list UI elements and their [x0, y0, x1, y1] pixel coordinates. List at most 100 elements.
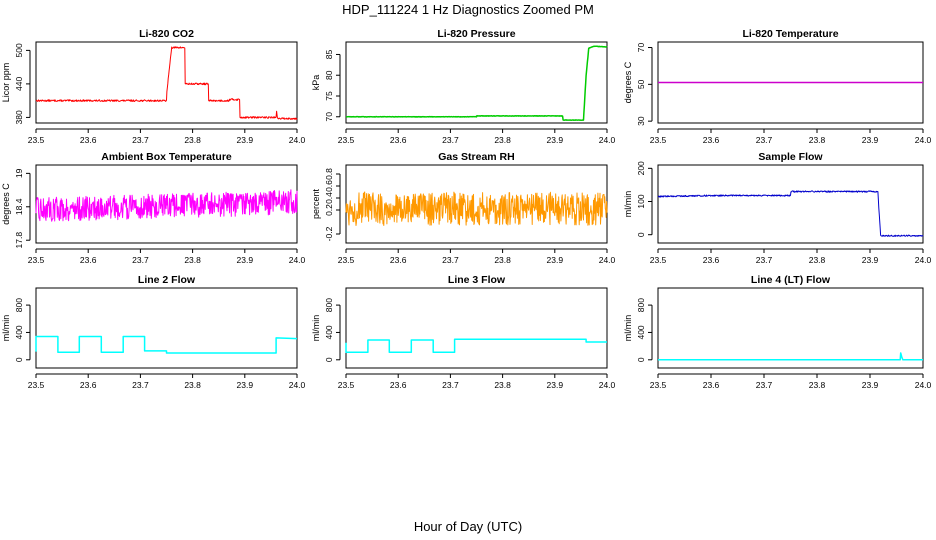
y-tick-label: 0 — [14, 357, 24, 362]
y-axis-label: ml/min — [623, 191, 633, 218]
x-tick-label: 23.9 — [862, 255, 879, 265]
x-tick-label: 24.0 — [599, 255, 616, 265]
panel-line-4-lt-flow: Line 4 (LT) Flow 23.5 23.6 23.7 23.8 23.9 24.0… — [623, 274, 932, 390]
y-tick-label: 0.8 — [324, 168, 334, 180]
x-tick-label: 24.0 — [289, 135, 306, 145]
y-tick-label: 70 — [636, 43, 646, 53]
panel-title: Sample Flow — [758, 151, 823, 163]
y-tick-label: 80 — [324, 70, 334, 80]
panel-title: Li-820 CO2 — [139, 28, 194, 40]
y-tick-label: 400 — [636, 325, 646, 339]
y-axis-label: degrees C — [623, 61, 633, 103]
x-tick-label: 23.9 — [547, 135, 564, 145]
plot-frame — [657, 287, 924, 369]
plot-frame — [35, 41, 298, 124]
y-tick-label: 400 — [324, 325, 334, 339]
x-tick-label: 24.0 — [915, 255, 932, 265]
x-tick-label: 23.9 — [862, 135, 879, 145]
x-tick-label: 23.9 — [237, 380, 254, 390]
panel-sample-flow: Sample Flow 23.5 23.6 23.7 23.8 23.9 24.0 0 100 2… — [623, 151, 932, 265]
y-tick-label: 0 — [636, 357, 646, 362]
x-tick-label: 23.7 — [132, 380, 149, 390]
x-tick-label: 23.5 — [28, 135, 45, 145]
panel-grid: Li-820 CO2 23.5 23.6 23.7 23.8 23.9 24.0 380 440… — [1, 28, 932, 390]
x-tick-label: 23.5 — [338, 380, 355, 390]
y-tick-label: 85 — [324, 49, 334, 59]
series-line — [345, 338, 607, 354]
y-tick-label: 0.2 — [324, 204, 334, 216]
x-tick-label: 23.7 — [132, 255, 149, 265]
x-axis: 23.5 23.6 23.7 23.8 23.9 24.0 — [28, 373, 306, 390]
y-tick-label: 70 — [324, 112, 334, 122]
x-tick-label: 23.9 — [237, 255, 254, 265]
x-tick-label: 23.9 — [547, 380, 564, 390]
x-tick-label: 23.5 — [338, 135, 355, 145]
y-tick-label: 380 — [14, 110, 24, 124]
x-axis: 23.5 23.6 23.7 23.8 23.9 24.0 — [28, 128, 306, 145]
x-tick-label: 23.8 — [809, 380, 826, 390]
x-axis: 23.5 23.6 23.7 23.8 23.9 24.0 — [338, 373, 616, 390]
x-tick-label: 23.9 — [862, 380, 879, 390]
x-tick-label: 23.5 — [28, 255, 45, 265]
y-axis-label: kPa — [311, 75, 321, 91]
series-line — [345, 191, 608, 226]
x-tick-label: 23.6 — [80, 255, 97, 265]
x-tick-label: 23.6 — [80, 135, 97, 145]
x-tick-label: 23.6 — [703, 255, 720, 265]
y-tick-label: 0.6 — [324, 180, 334, 192]
x-tick-label: 23.6 — [390, 135, 407, 145]
panel-title: Li-820 Temperature — [742, 28, 838, 40]
y-tick-label: 50 — [636, 79, 646, 89]
y-axis: 0 100 200 ml/min — [623, 161, 653, 237]
x-tick-label: 23.8 — [494, 380, 511, 390]
x-tick-label: 23.7 — [756, 380, 773, 390]
figure-title: HDP_111224 1 Hz Diagnostics Zoomed PM — [342, 2, 594, 17]
x-tick-label: 23.5 — [338, 255, 355, 265]
panel-title: Line 4 (LT) Flow — [751, 274, 831, 286]
y-tick-label: 18.4 — [14, 198, 24, 215]
y-tick-label: 75 — [324, 91, 334, 101]
panel-title: Ambient Box Temperature — [101, 151, 232, 163]
y-tick-label: 800 — [14, 298, 24, 312]
plot-frame — [345, 41, 608, 124]
x-axis: 23.5 23.6 23.7 23.8 23.9 24.0 — [650, 128, 932, 145]
x-tick-label: 23.8 — [494, 135, 511, 145]
y-tick-label: 0 — [636, 232, 646, 237]
y-tick-label: 17.8 — [14, 232, 24, 249]
panel-li-820-co2: Li-820 CO2 23.5 23.6 23.7 23.8 23.9 24.0 380 440… — [1, 28, 306, 145]
series-line — [35, 46, 298, 120]
x-tick-label: 23.7 — [132, 135, 149, 145]
x-axis: 23.5 23.6 23.7 23.8 23.9 24.0 — [650, 373, 932, 390]
series-line — [345, 45, 608, 122]
series-line — [657, 190, 924, 237]
x-tick-label: 23.7 — [756, 255, 773, 265]
plot-frame — [35, 287, 298, 369]
x-tick-label: 23.6 — [390, 255, 407, 265]
x-tick-label: 23.6 — [80, 380, 97, 390]
y-tick-label: 440 — [14, 77, 24, 91]
x-tick-label: 23.8 — [809, 135, 826, 145]
panel-title: Line 3 Flow — [448, 274, 506, 286]
panel-gas-stream-rh: Gas Stream RH 23.5 23.6 23.7 23.8 23.9 24.0 -0.… — [311, 151, 616, 265]
y-tick-label: 0.4 — [324, 192, 334, 204]
x-tick-label: 23.8 — [494, 255, 511, 265]
x-tick-label: 23.5 — [650, 380, 667, 390]
x-tick-label: 23.8 — [184, 255, 201, 265]
x-tick-label: 23.8 — [809, 255, 826, 265]
x-axis: 23.5 23.6 23.7 23.8 23.9 24.0 — [650, 248, 932, 265]
x-tick-label: 24.0 — [915, 380, 932, 390]
x-tick-label: 23.6 — [390, 380, 407, 390]
y-tick-label: 800 — [636, 298, 646, 312]
y-axis-label: ml/min — [311, 315, 321, 342]
panel-line-2-flow: Line 2 Flow 23.5 23.6 23.7 23.8 23.9 24.0 0 400 8… — [1, 274, 306, 390]
x-axis: 23.5 23.6 23.7 23.8 23.9 24.0 — [28, 248, 306, 265]
series-line — [35, 189, 298, 222]
panel-ambient-box-temperature: Ambient Box Temperature 23.5 23.6 23.7 23.8 2… — [1, 151, 306, 265]
plot-frame — [345, 287, 608, 369]
x-tick-label: 24.0 — [289, 380, 306, 390]
